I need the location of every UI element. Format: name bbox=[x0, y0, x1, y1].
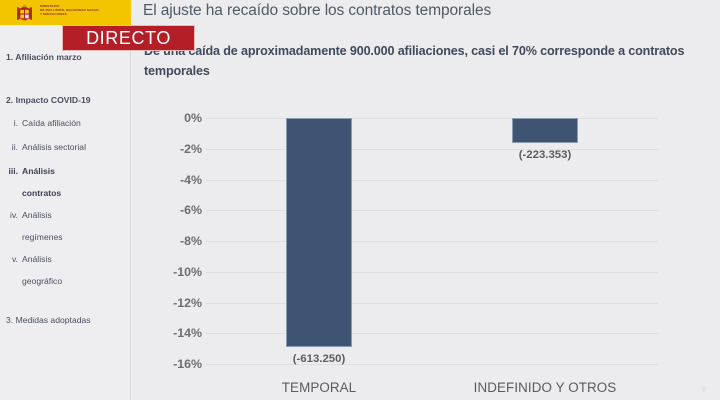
ministry-name: MINISTERIO DE INCLUSIÓN, SEGURIDAD SOCIA… bbox=[40, 4, 126, 17]
sidebar-item-analisis-regimenes-line2[interactable]: regímenes bbox=[6, 232, 144, 242]
sidebar-item-label: contratos bbox=[22, 188, 62, 198]
slide-subtitle: De una caída de aproximadamente 900.000 … bbox=[144, 44, 685, 78]
chart-gridline bbox=[206, 210, 658, 212]
chart-plot-area: 0% -2% -4% -6% -8% -10% -12% -14% -16% (-613.250)… bbox=[173, 111, 658, 395]
page-title: El ajuste ha recaído sobre los contratos… bbox=[143, 2, 492, 19]
chart-gridline bbox=[206, 333, 658, 335]
chart-bar bbox=[286, 118, 352, 348]
slide-page-number: 8 bbox=[702, 387, 706, 394]
ministry-logo-band: MINISTERIO DE INCLUSIÓN, SEGURIDAD SOCIA… bbox=[0, 0, 131, 25]
sidebar-item-number: ii. bbox=[11, 142, 18, 152]
sidebar-item-label: Análisis bbox=[22, 210, 52, 220]
sidebar-item-number: 2. bbox=[6, 95, 14, 105]
chart-bar bbox=[512, 118, 578, 143]
ministry-line-1: MINISTERIO bbox=[40, 4, 60, 8]
sidebar-item-analisis-sectorial[interactable]: ii. Análisis sectorial bbox=[6, 142, 128, 152]
y-axis-tick-label: -16% bbox=[173, 357, 202, 371]
chart-gridline bbox=[206, 302, 658, 304]
y-axis-tick-label: -6% bbox=[179, 203, 202, 218]
y-axis-tick-label: -8% bbox=[179, 234, 202, 248]
ministry-line-2: DE INCLUSIÓN, SEGURIDAD SOCIAL bbox=[40, 7, 100, 12]
sidebar-item-number: 1. bbox=[6, 52, 14, 62]
ministry-line-3: Y MIGRACIONES bbox=[40, 11, 67, 16]
sidebar-item-label: regímenes bbox=[22, 232, 63, 242]
chart-bar-value-label: (-223.353) bbox=[518, 148, 572, 161]
sidebar-item-analisis-regimenes[interactable]: iv. Análisis bbox=[6, 210, 128, 220]
y-axis-tick-label: -12% bbox=[173, 295, 202, 310]
slide-sidebar: MINISTERIO DE INCLUSIÓN, SEGURIDAD SOCIA… bbox=[0, 0, 131, 400]
sidebar-item-number: iv. bbox=[10, 210, 18, 220]
slide-content: El ajuste ha recaído sobre los contratos… bbox=[132, 0, 720, 400]
y-axis-tick-label: 0% bbox=[184, 111, 202, 125]
y-axis-tick-label: -10% bbox=[173, 264, 202, 279]
bar-chart: 0% -2% -4% -6% -8% -10% -12% -14% -16% (-613.250)… bbox=[144, 100, 714, 396]
chart-gridline bbox=[206, 148, 658, 150]
sidebar-item-label: Medidas adoptadas bbox=[15, 315, 91, 325]
sidebar-item-number: iii. bbox=[8, 166, 18, 176]
sidebar-item-label: Análisis bbox=[22, 166, 55, 176]
x-axis-category-label: TEMPORAL bbox=[281, 380, 357, 395]
sidebar-item-label: Afiliación marzo bbox=[15, 52, 82, 62]
chart-gridline bbox=[206, 271, 658, 273]
spain-coat-of-arms-icon bbox=[17, 4, 32, 21]
chart-gridline bbox=[206, 179, 658, 181]
sidebar-item-afiliacion-marzo[interactable]: 1. Afiliación marzo bbox=[6, 52, 128, 62]
sidebar-item-label: Caída afiliación bbox=[22, 118, 81, 128]
chart-gridline bbox=[206, 118, 658, 119]
sidebar-item-medidas-adoptadas[interactable]: 3. Medidas adoptadas bbox=[6, 315, 128, 325]
sidebar-item-label: Impacto COVID-19 bbox=[15, 95, 91, 105]
y-axis-tick-label: -4% bbox=[179, 172, 202, 187]
x-axis-category-label: INDEFINIDO Y OTROS bbox=[473, 380, 617, 395]
sidebar-item-number: i. bbox=[13, 118, 18, 128]
sidebar-item-analisis-geografico-line2[interactable]: geográfico bbox=[6, 276, 144, 286]
live-broadcast-badge: DIRECTO bbox=[62, 25, 195, 51]
sidebar-item-number: v. bbox=[11, 254, 18, 264]
sidebar-item-number: 3. bbox=[6, 315, 14, 325]
sidebar-item-analisis-geografico[interactable]: v. Análisis bbox=[6, 254, 128, 264]
sidebar-item-impacto-covid19[interactable]: 2. Impacto COVID-19 bbox=[6, 95, 128, 105]
sidebar-item-caida-afiliacion[interactable]: i. Caída afiliación bbox=[6, 118, 128, 128]
chart-bar-value-label: (-613.250) bbox=[292, 353, 346, 366]
sidebar-item-label: Análisis bbox=[22, 254, 52, 264]
sidebar-item-label: Análisis sectorial bbox=[22, 142, 86, 152]
chart-gridline bbox=[206, 364, 658, 365]
y-axis-tick-label: -14% bbox=[173, 326, 202, 341]
y-axis-tick-label: -2% bbox=[179, 141, 202, 156]
sidebar-item-analisis-contratos[interactable]: iii. Análisis bbox=[6, 166, 128, 176]
chart-gridline bbox=[206, 241, 658, 242]
sidebar-item-label: geográfico bbox=[22, 276, 63, 286]
sidebar-item-analisis-contratos-line2[interactable]: contratos bbox=[6, 188, 144, 198]
